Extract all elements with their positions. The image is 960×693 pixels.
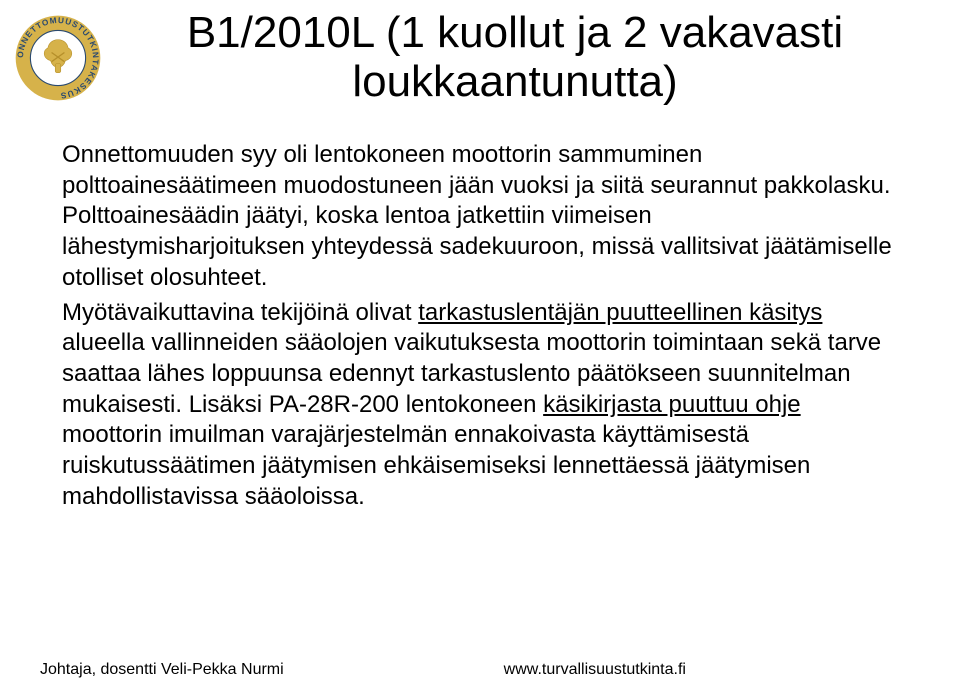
organization-logo: ONNETTOMUUSTUTKINTAKESKUS xyxy=(12,12,104,104)
p2-part-c: moottorin imuilman varajärjestelmän enna… xyxy=(62,421,810,509)
footer-author: Johtaja, dosentti Veli-Pekka Nurmi xyxy=(40,661,284,679)
slide-title: B1/2010L (1 kuollut ja 2 vakavasti loukk… xyxy=(110,8,920,107)
footer-site: www.turvallisuustutkinta.fi xyxy=(504,661,686,679)
logo-svg: ONNETTOMUUSTUTKINTAKESKUS xyxy=(12,12,104,104)
p2-part-a: Myötävaikuttavina tekijöinä olivat xyxy=(62,299,418,326)
paragraph-2: Myötävaikuttavina tekijöinä olivat tarka… xyxy=(62,298,900,513)
slide-footer: Johtaja, dosentti Veli-Pekka Nurmi www.t… xyxy=(40,661,920,679)
paragraph-1: Onnettomuuden syy oli lentokoneen mootto… xyxy=(62,140,900,294)
p2-underline-1: tarkastuslentäjän puutteellinen käsitys xyxy=(418,299,822,326)
slide-body: Onnettomuuden syy oli lentokoneen mootto… xyxy=(62,140,900,517)
p2-underline-2: käsikirjasta puuttuu ohje xyxy=(543,391,800,418)
